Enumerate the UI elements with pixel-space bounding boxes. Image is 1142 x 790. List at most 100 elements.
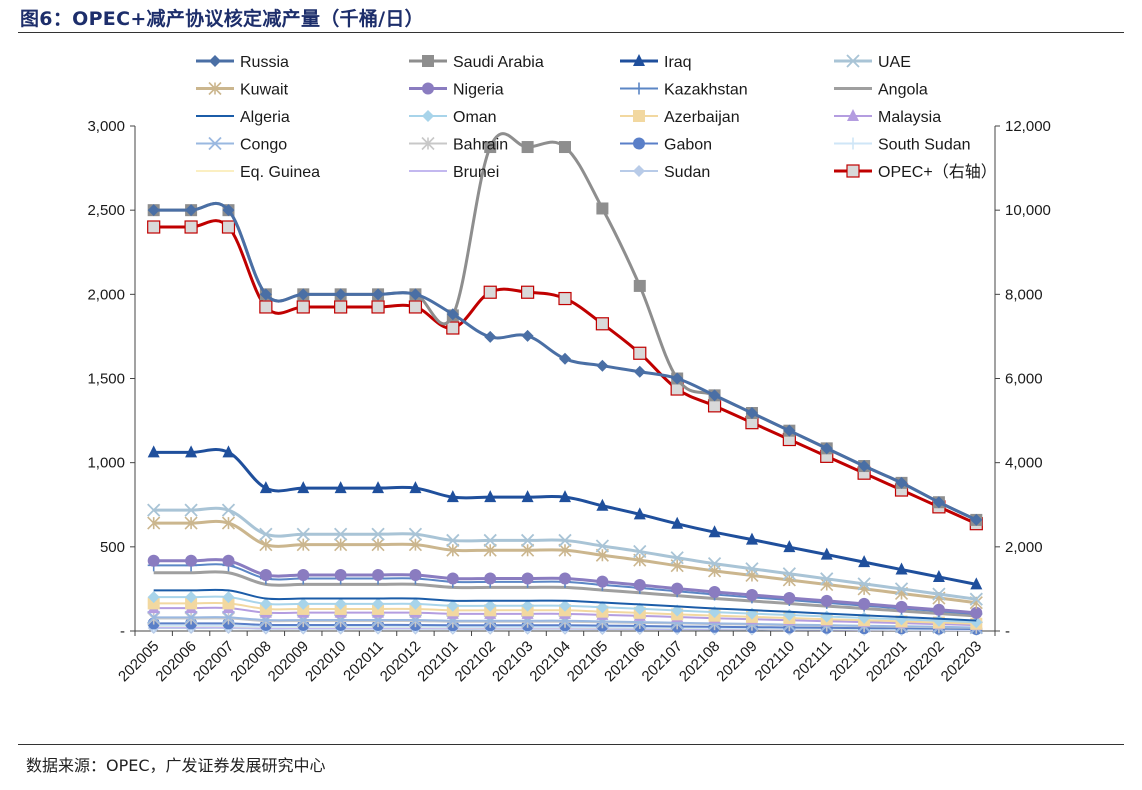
point-russia <box>783 424 796 437</box>
left-tick-label: 2,500 <box>87 202 125 219</box>
point-nigeria <box>820 594 833 607</box>
point-russia <box>970 513 983 526</box>
point-oman <box>596 601 609 614</box>
point-russia <box>446 308 459 321</box>
point-uae <box>520 533 535 548</box>
point-azerbaijan <box>147 597 160 610</box>
legend-label-malaysia: Malaysia <box>878 109 941 126</box>
point-nigeria <box>185 554 198 567</box>
legend-marker-malaysia <box>847 109 859 121</box>
legend-marker-sudan <box>633 165 645 177</box>
chart-title: 图6：OPEC+减产协议核定减产量（千桶/日） <box>20 8 424 30</box>
x-tick-label: 202110 <box>752 638 799 685</box>
legend-label-bahrain: Bahrain <box>453 137 508 154</box>
x-tick-label: 202105 <box>564 638 611 685</box>
point-nigeria <box>559 572 571 585</box>
point-congo <box>184 610 198 625</box>
point-kuwait <box>371 538 385 552</box>
legend-label-oman: Oman <box>453 109 497 126</box>
legend-label-gabon: Gabon <box>664 137 712 154</box>
point-iraq <box>633 507 646 520</box>
legend-marker-oman <box>422 110 434 122</box>
right-tick-label: 4,000 <box>1005 455 1043 472</box>
point-kuwait <box>782 573 796 587</box>
point-saudi-arabia <box>521 141 534 154</box>
right-tick-label: 12,000 <box>1005 118 1051 135</box>
legend-marker-nigeria <box>422 82 434 95</box>
x-tick-label: 202107 <box>639 638 686 685</box>
point-russia <box>259 288 272 301</box>
x-tick-label: 202012 <box>377 638 424 685</box>
point-nigeria <box>932 603 945 616</box>
point-kuwait <box>184 516 198 530</box>
legend-label-brunei: Brunei <box>453 164 499 181</box>
x-tick-label: 202006 <box>152 638 199 685</box>
point-russia <box>334 288 347 301</box>
point-iraq <box>147 445 160 458</box>
point-oman <box>297 597 310 610</box>
point-russia <box>671 372 684 385</box>
point-russia <box>708 389 721 402</box>
x-tick-label: 202201 <box>863 638 910 685</box>
title-divider <box>18 32 1124 33</box>
right-tick-label: 10,000 <box>1005 202 1051 219</box>
point-oman <box>521 599 534 612</box>
legend-label-algeria: Algeria <box>240 109 290 126</box>
point-russia <box>147 204 160 217</box>
point-iraq <box>222 445 235 458</box>
point-russia <box>895 476 908 489</box>
point-oman <box>185 591 198 604</box>
point-oman <box>334 597 347 610</box>
point-uae <box>782 567 796 581</box>
point-kuwait <box>221 516 236 530</box>
point-kuwait <box>259 538 273 552</box>
point-opec <box>184 220 198 234</box>
point-oman <box>446 599 459 612</box>
point-uae <box>371 527 385 541</box>
point-russia <box>409 288 422 301</box>
point-iraq <box>932 569 945 582</box>
left-tick-label: - <box>120 623 125 640</box>
point-uae <box>147 503 161 517</box>
point-iraq <box>521 490 534 503</box>
legend-marker-bahrain <box>421 136 435 151</box>
x-tick-label: 202009 <box>265 638 312 685</box>
legend-label-sudan: Sudan <box>664 164 710 181</box>
point-uae <box>932 587 946 601</box>
point-saudi-arabia <box>559 141 571 154</box>
point-iraq <box>185 445 198 458</box>
point-iraq <box>596 498 609 511</box>
point-oman <box>409 597 422 610</box>
point-nigeria <box>297 568 310 581</box>
point-iraq <box>297 481 310 494</box>
point-uae <box>558 533 572 548</box>
point-russia <box>222 204 235 217</box>
point-iraq <box>409 481 422 494</box>
point-iraq <box>820 547 833 560</box>
point-opec <box>371 300 385 314</box>
legend-label-iraq: Iraq <box>664 54 692 71</box>
legend-label-kazakhstan: Kazakhstan <box>664 82 748 99</box>
point-oman <box>484 599 497 612</box>
point-uae <box>221 503 236 517</box>
point-kuwait <box>296 538 310 552</box>
point-iraq <box>895 562 908 575</box>
point-nigeria <box>372 568 385 581</box>
point-russia <box>596 359 609 372</box>
point-russia <box>858 460 871 473</box>
point-congo <box>147 610 161 625</box>
point-uae <box>633 544 647 559</box>
legend-marker-kazakhstan <box>633 82 645 95</box>
point-oman <box>222 591 235 604</box>
x-tick-label: 202005 <box>115 638 162 685</box>
x-tick-label: 202103 <box>489 638 536 685</box>
point-iraq <box>745 532 758 545</box>
left-tick-label: 1,500 <box>87 371 125 388</box>
legend-marker-uae <box>846 54 860 68</box>
point-uae <box>894 582 909 596</box>
point-nigeria <box>858 597 871 610</box>
point-iraq <box>372 481 385 494</box>
point-uae <box>296 527 310 541</box>
point-russia <box>484 330 497 343</box>
point-russia <box>521 329 534 342</box>
